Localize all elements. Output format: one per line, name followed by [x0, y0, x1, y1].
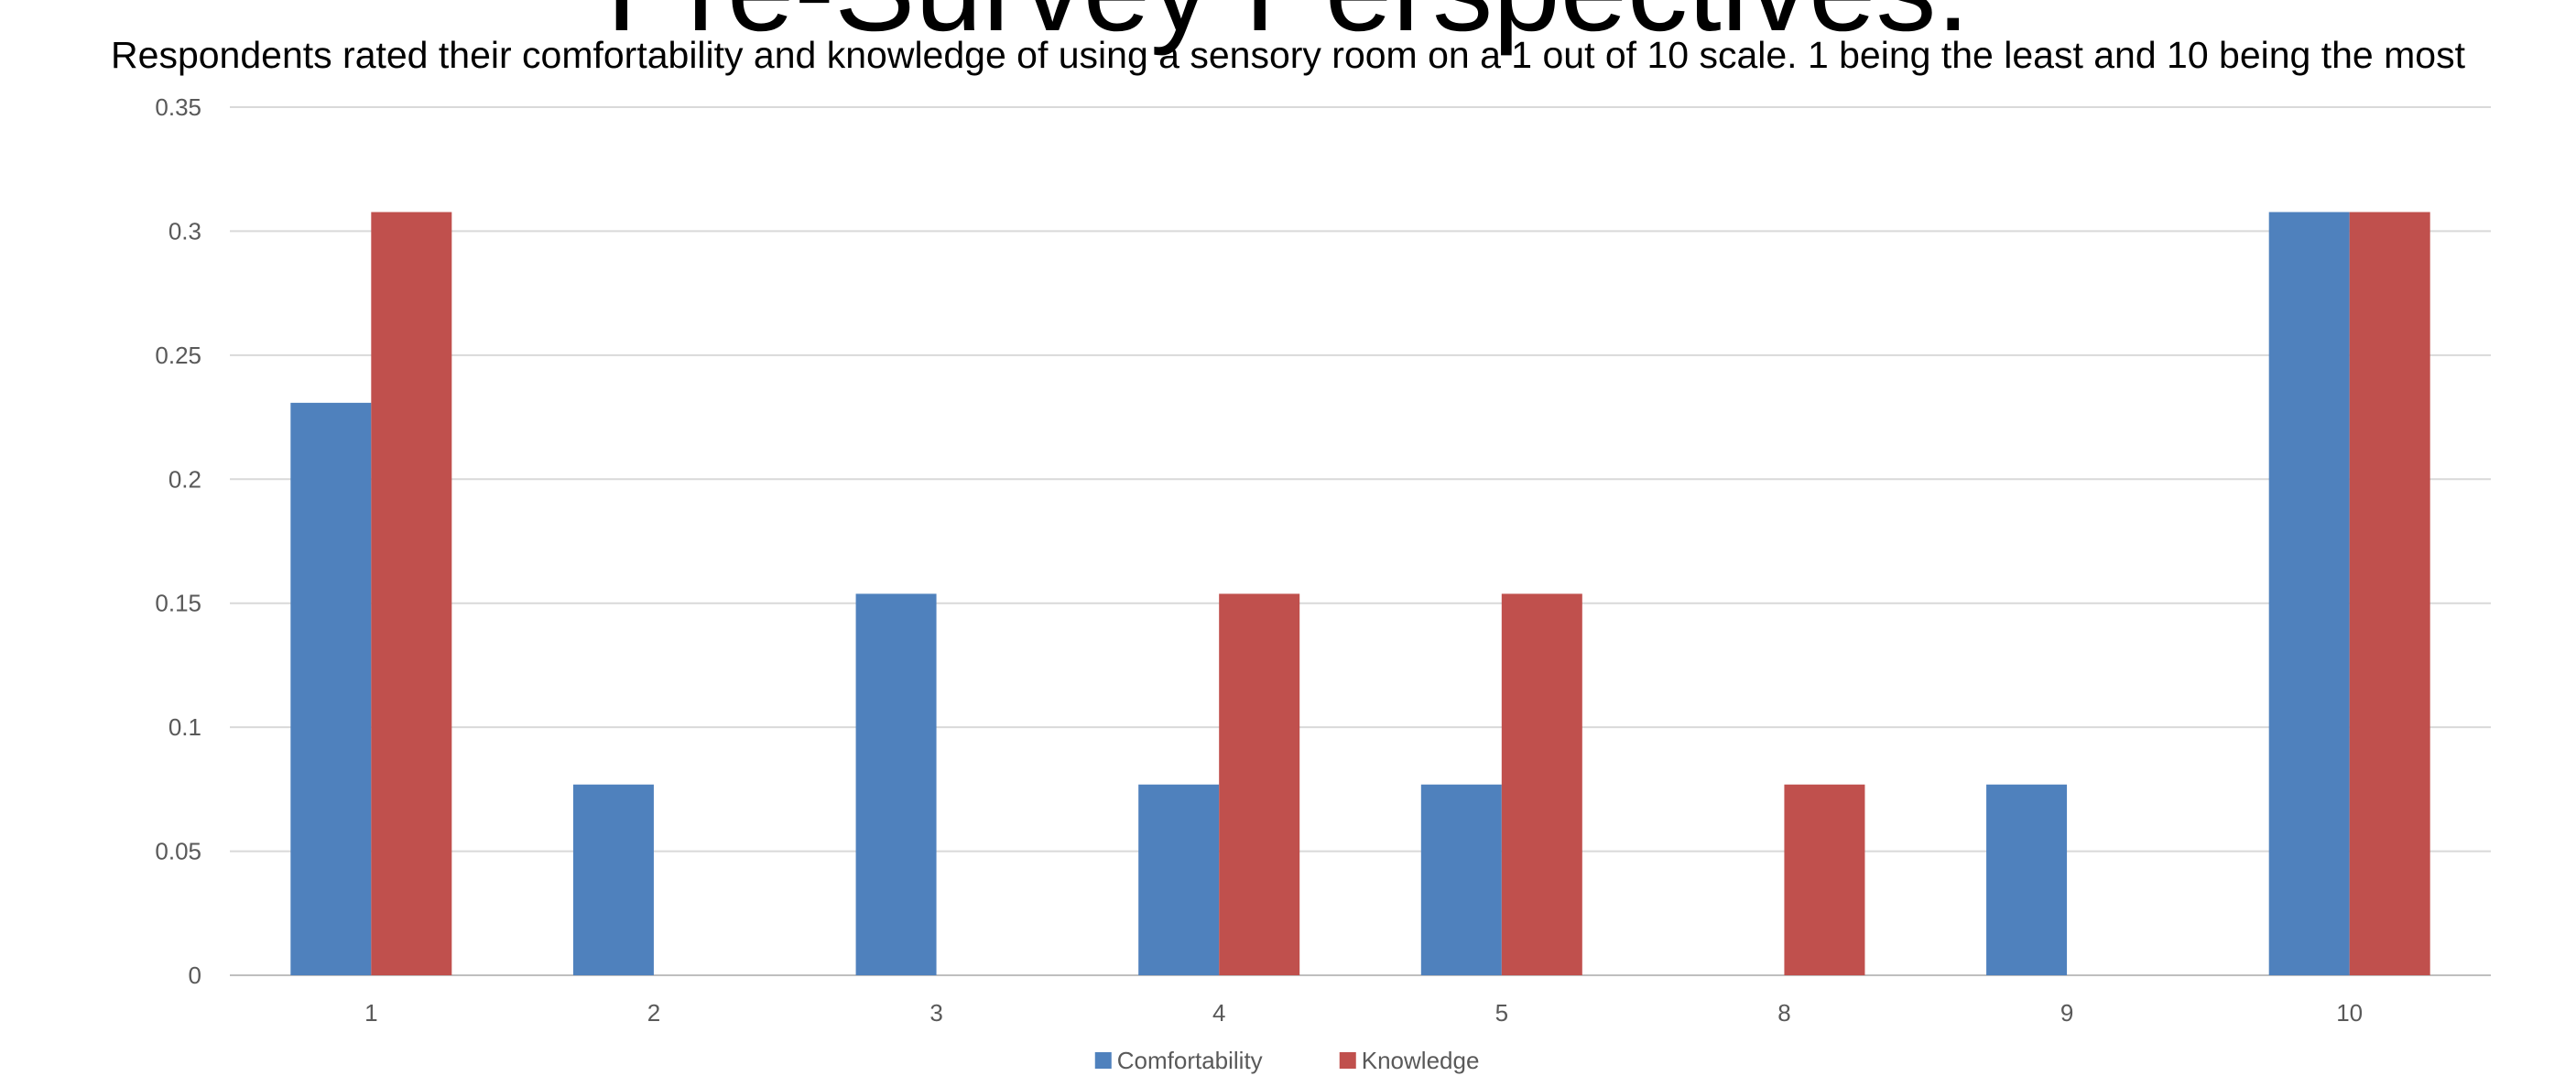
y-tick-label: 0.1	[168, 713, 201, 741]
legend-swatch-comfortability	[1094, 1052, 1112, 1069]
bar-comfortability-5	[1420, 784, 1502, 975]
legend: Comfortability Knowledge	[1094, 1047, 1480, 1074]
bar-comfortability-4	[1138, 784, 1220, 975]
bar-knowledge-5	[1501, 593, 1582, 975]
legend-label-comfortability: Comfortability	[1117, 1047, 1263, 1074]
y-tick-label: 0	[189, 962, 201, 989]
chart-title: Pre-Survey Perspectives:	[0, 0, 2576, 49]
legend-label-knowledge: Knowledge	[1362, 1047, 1480, 1074]
y-tick-label: 0.35	[155, 93, 201, 121]
legend-swatch-knowledge	[1339, 1052, 1356, 1069]
y-tick-label: 0.15	[155, 590, 201, 617]
x-tick-label: 3	[929, 999, 942, 1027]
bar-knowledge-4	[1219, 593, 1300, 975]
x-tick-label: 2	[647, 999, 660, 1027]
bar-comfortability-1	[290, 402, 372, 976]
x-tick-label: 1	[364, 999, 377, 1027]
y-tick-label: 0.25	[155, 342, 201, 369]
x-tick-label: 8	[1777, 999, 1790, 1027]
chart-subtitle: Respondents rated their comfortability a…	[111, 34, 2465, 76]
gridlines	[230, 106, 2491, 976]
bar-knowledge-1	[371, 212, 452, 975]
bar-comfortability-3	[855, 593, 937, 975]
x-tick-label: 5	[1495, 999, 1508, 1027]
axes: 0 0.05 0.1 0.15 0.2 0.25 0.3 0.35 1 2 3 4 5 8 9 10	[155, 93, 2363, 1027]
bar-comfortability-2	[572, 784, 654, 975]
bar-comfortability-9	[1986, 784, 2068, 975]
x-tick-label: 4	[1212, 999, 1225, 1027]
x-tick-label: 10	[2336, 999, 2363, 1027]
bar-comfortability-10	[2268, 212, 2350, 975]
x-tick-label: 9	[2060, 999, 2073, 1027]
bar-knowledge-8	[1784, 784, 1865, 975]
y-tick-label: 0.05	[155, 838, 201, 865]
y-tick-label: 0.2	[168, 465, 201, 493]
y-tick-label: 0.3	[168, 217, 201, 245]
bar-knowledge-10	[2349, 212, 2430, 975]
bars	[290, 212, 2430, 976]
